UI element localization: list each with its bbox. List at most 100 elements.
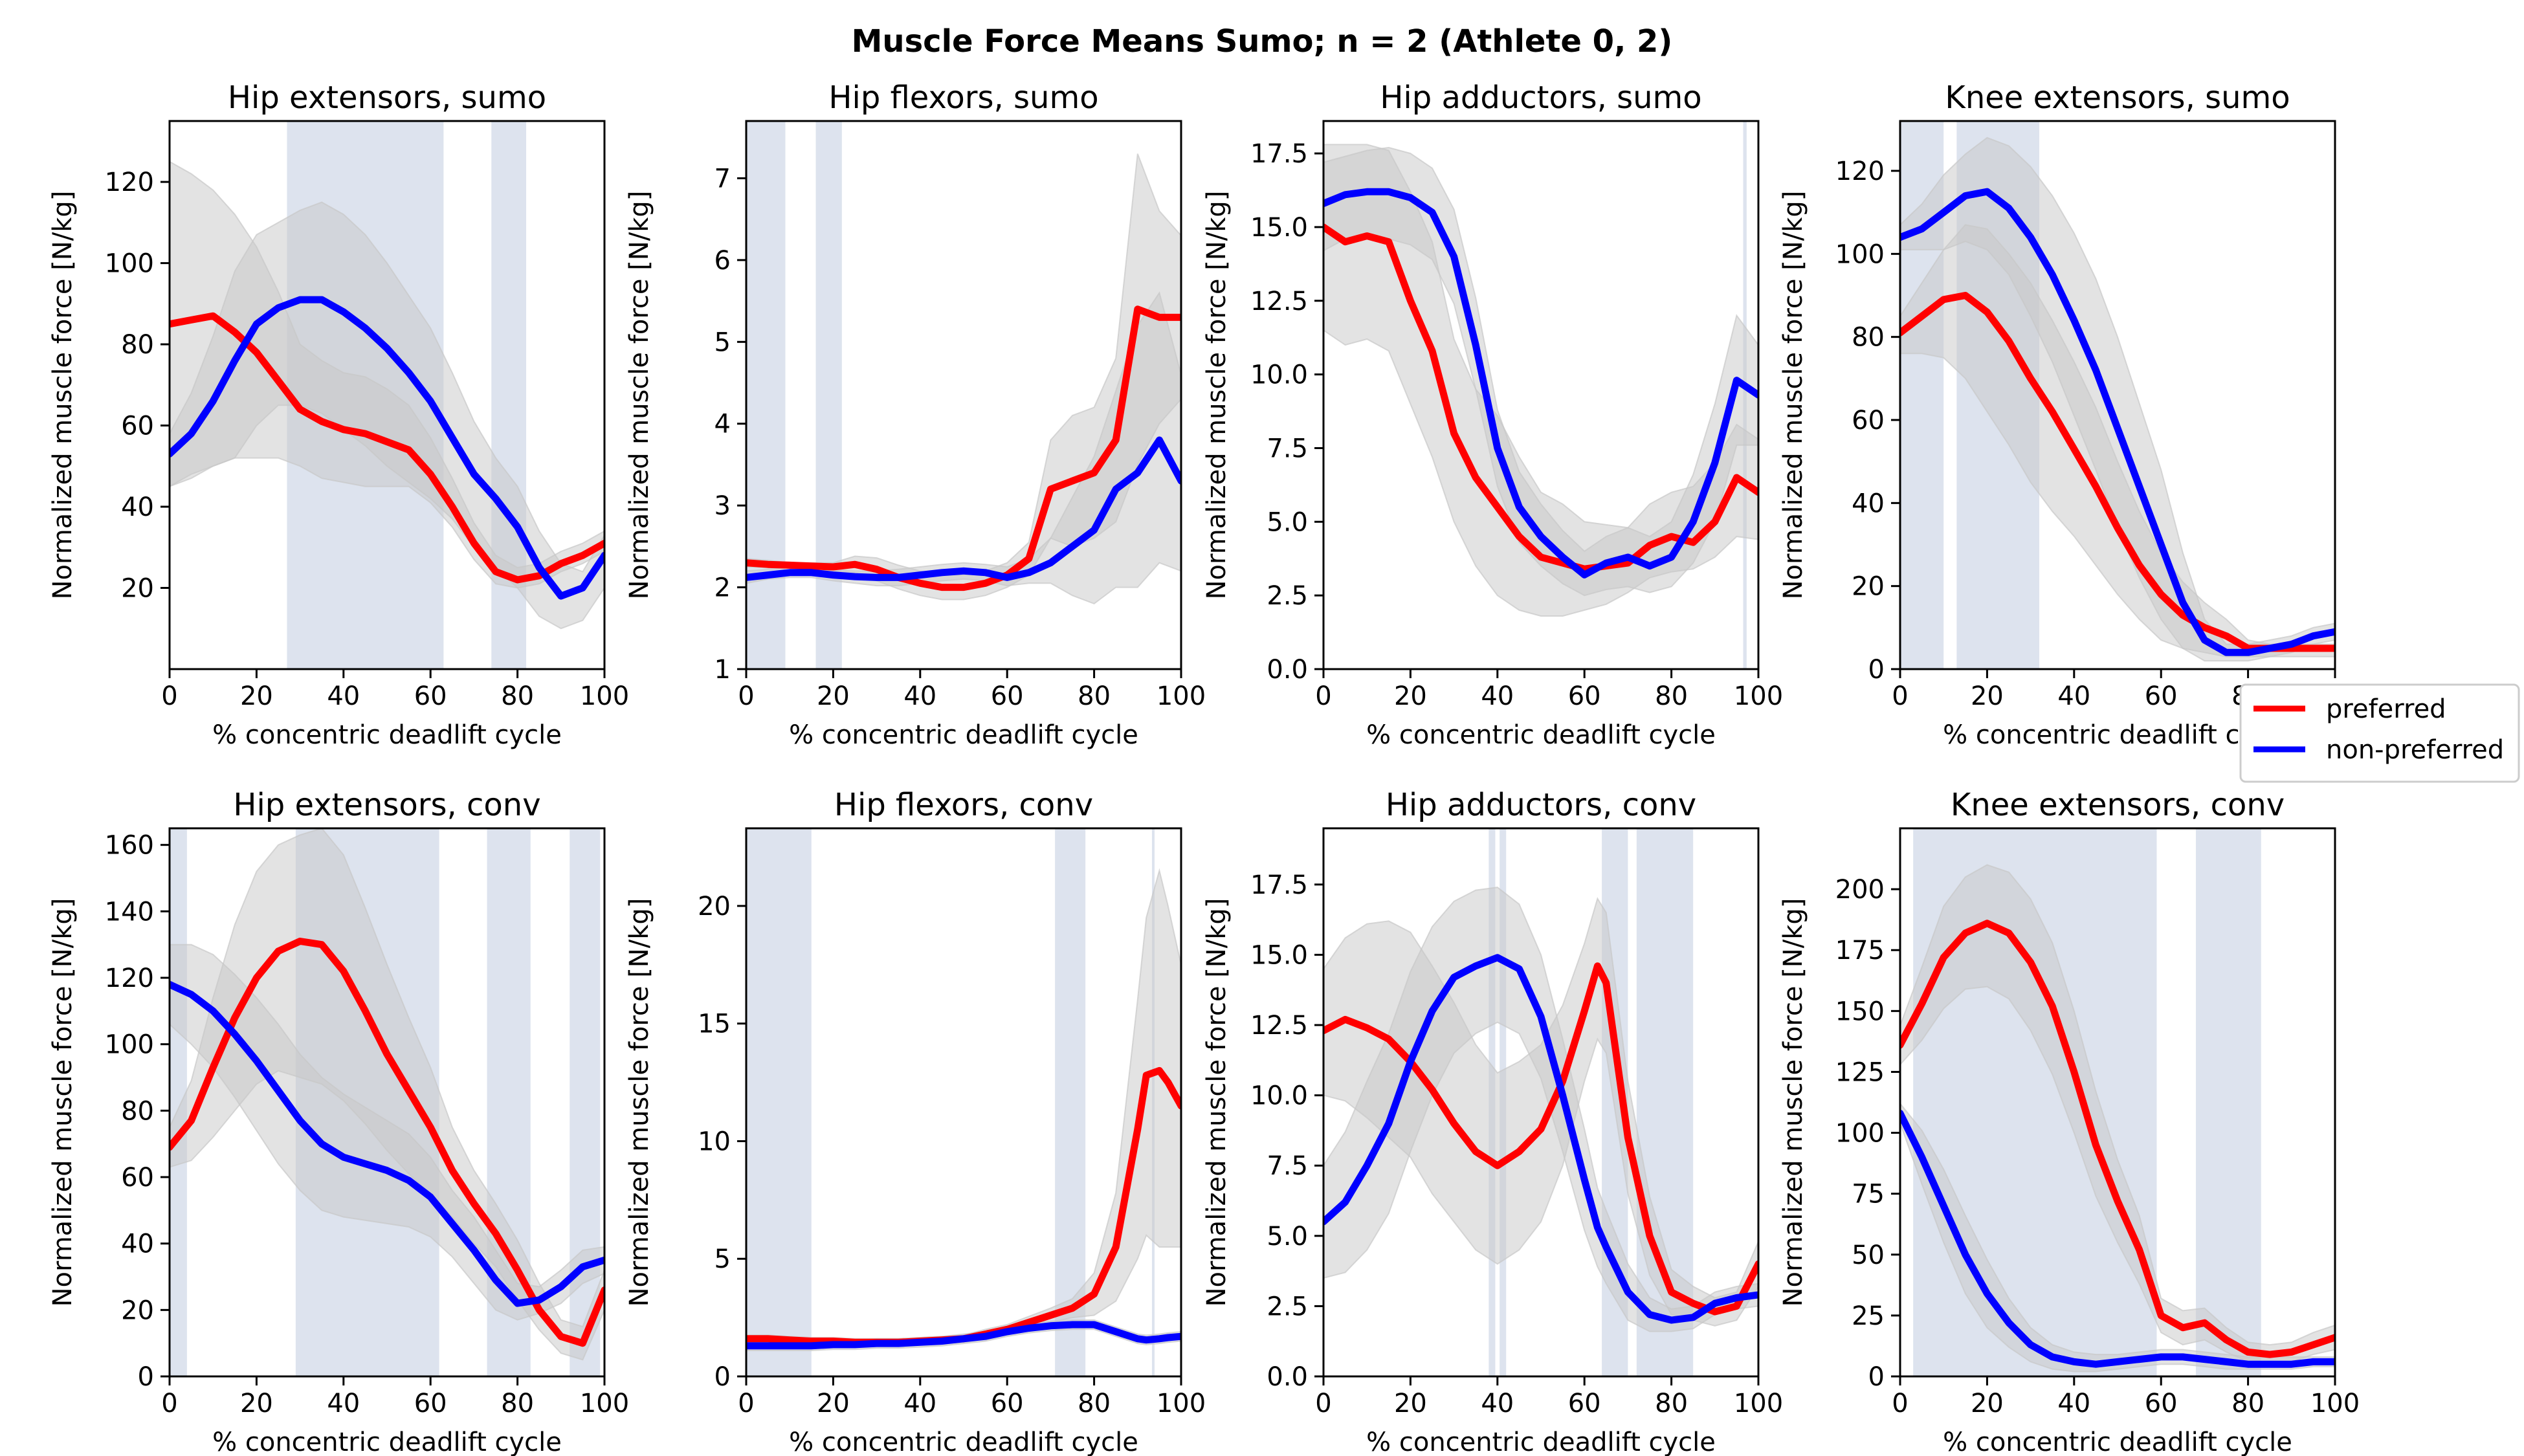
y-tick-label: 0.0 (1267, 655, 1308, 685)
y-tick-label: 0 (1868, 1362, 1885, 1392)
legend-frame (2239, 683, 2520, 783)
y-tick-label: 80 (1852, 323, 1885, 353)
axes-frame (745, 120, 1182, 670)
legend-label-non-preferred: non-preferred (2326, 735, 2504, 765)
x-tick-label: 0 (161, 1389, 177, 1418)
y-tick-label: 17.5 (1250, 870, 1308, 900)
ci-band-non-preferred (1900, 1102, 2335, 1373)
x-tick-label: 60 (414, 1389, 447, 1418)
y-tick-label: 2 (714, 573, 731, 603)
x-axis-label: % concentric deadlift cycle (1366, 720, 1716, 750)
plot-area (1323, 121, 1758, 669)
x-tick-label: 40 (327, 1389, 360, 1418)
plot-area (746, 121, 1181, 669)
x-tick-label: 100 (1157, 1389, 1206, 1418)
y-tick-label: 15.0 (1250, 940, 1308, 970)
ci-band-preferred (1900, 864, 2335, 1365)
ci-band-non-preferred (1900, 137, 2335, 662)
y-tick-label: 20 (121, 1296, 154, 1325)
series-line-non-preferred (170, 980, 604, 1307)
x-tick-label: 40 (327, 681, 360, 711)
x-axis-label: % concentric deadlift cycle (789, 1428, 1138, 1456)
axes-frame (1899, 827, 2336, 1378)
x-tick-label: 80 (2231, 1389, 2264, 1418)
x-tick-label: 40 (2057, 1389, 2090, 1418)
y-tick-label: 40 (121, 1230, 154, 1259)
x-tick-label: 40 (2057, 681, 2090, 711)
ci-band-non-preferred (170, 943, 604, 1321)
y-axis-label: Normalized muscle force [N/kg] (1778, 898, 1808, 1307)
x-tick-label: 100 (580, 681, 629, 711)
x-tick-label: 100 (1157, 681, 1206, 711)
panel-hip-extensors-conv: 0 20 40 60 80 100 0 20 40 60 80 100 120 140 160 Hip ext… (48, 787, 629, 1456)
x-axis-label: % concentric deadlift cycle (212, 1428, 562, 1456)
y-tick-label: 125 (1835, 1057, 1885, 1087)
x-tick-label: 80 (1078, 1389, 1111, 1418)
y-tick-label: 175 (1835, 936, 1885, 965)
axes-frame (168, 827, 606, 1378)
axes-frame (1322, 827, 1760, 1378)
plot-area (1323, 828, 1758, 1376)
x-axis-label: % concentric deadlift cycle (1366, 1428, 1716, 1456)
y-tick-label: 3 (714, 491, 731, 521)
x-tick-label: 60 (991, 681, 1024, 711)
y-tick-label: 5 (714, 327, 731, 357)
y-axis-label: Normalized muscle force [N/kg] (1202, 191, 1232, 600)
x-tick-label: 20 (240, 1389, 273, 1418)
plot-area (170, 121, 604, 669)
series-line-non-preferred (1323, 954, 1758, 1324)
x-tick-label: 40 (1481, 681, 1514, 711)
x-axis-label: % concentric deadlift cycle (789, 720, 1138, 750)
y-tick-label: 5.0 (1267, 1222, 1308, 1252)
y-axis-label: Normalized muscle force [N/kg] (48, 191, 78, 600)
highlight-band (815, 121, 842, 669)
x-tick-label: 20 (1971, 1389, 2004, 1418)
x-tick-label: 0 (1892, 681, 1908, 711)
y-axis-label: Normalized muscle force [N/kg] (1778, 191, 1808, 600)
panel-hip-flexors-conv: 0 20 40 60 80 100 0 5 10 15 20 Hip flexors, conv % c… (625, 787, 1206, 1456)
axes-frame (745, 827, 1182, 1378)
x-tick-label: 100 (2310, 1389, 2360, 1418)
legend-label-preferred: preferred (2326, 694, 2446, 724)
x-tick-label: 20 (817, 681, 850, 711)
y-tick-label: 120 (1835, 157, 1885, 186)
highlight-band (746, 828, 812, 1376)
series-line-non-preferred (1900, 188, 2335, 656)
y-axis-label: Normalized muscle force [N/kg] (48, 898, 78, 1307)
x-tick-label: 100 (1734, 681, 1783, 711)
panel-title: Hip flexors, sumo (828, 80, 1098, 116)
x-axis-label: % concentric deadlift cycle (1943, 720, 2292, 750)
x-tick-label: 20 (1394, 681, 1427, 711)
x-tick-label: 60 (414, 681, 447, 711)
y-tick-label: 1 (714, 655, 731, 685)
x-tick-label: 20 (1394, 1389, 1427, 1418)
highlight-band (2195, 828, 2261, 1376)
y-tick-label: 100 (105, 1030, 154, 1060)
y-tick-label: 0 (1868, 655, 1885, 685)
y-tick-label: 40 (121, 492, 154, 522)
y-tick-label: 100 (105, 249, 154, 279)
series-line-non-preferred (1323, 188, 1758, 579)
x-tick-label: 60 (2145, 681, 2178, 711)
y-tick-label: 200 (1835, 875, 1885, 905)
y-tick-label: 0.0 (1267, 1362, 1308, 1392)
y-axis-label: Normalized muscle force [N/kg] (625, 191, 654, 600)
x-tick-label: 20 (817, 1389, 850, 1418)
y-tick-label: 120 (105, 964, 154, 993)
panel-title: Knee extensors, conv (1951, 787, 2285, 823)
y-tick-label: 10.0 (1250, 360, 1308, 390)
y-tick-label: 0 (714, 1362, 731, 1392)
panel-title: Hip extensors, conv (233, 787, 540, 823)
x-tick-label: 0 (161, 681, 177, 711)
y-tick-label: 0 (138, 1362, 154, 1392)
x-tick-label: 80 (1655, 1389, 1688, 1418)
x-axis-label: % concentric deadlift cycle (212, 720, 562, 750)
y-tick-label: 100 (1835, 1119, 1885, 1149)
y-tick-label: 120 (105, 168, 154, 197)
panel-title: Knee extensors, sumo (1945, 80, 2290, 116)
y-tick-label: 12.5 (1250, 1011, 1308, 1041)
y-tick-label: 2.5 (1267, 1292, 1308, 1321)
x-tick-label: 0 (738, 681, 754, 711)
panel-hip-adductors-conv: 0 20 40 60 80 100 0.0 2.5 5.0 7.5 10.0 12.5 15.0 17.5… (1202, 787, 1783, 1456)
